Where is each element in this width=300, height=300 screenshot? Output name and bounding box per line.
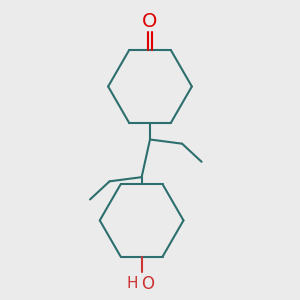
Text: O: O	[141, 275, 154, 293]
Text: H: H	[126, 276, 138, 291]
Text: O: O	[142, 12, 158, 31]
